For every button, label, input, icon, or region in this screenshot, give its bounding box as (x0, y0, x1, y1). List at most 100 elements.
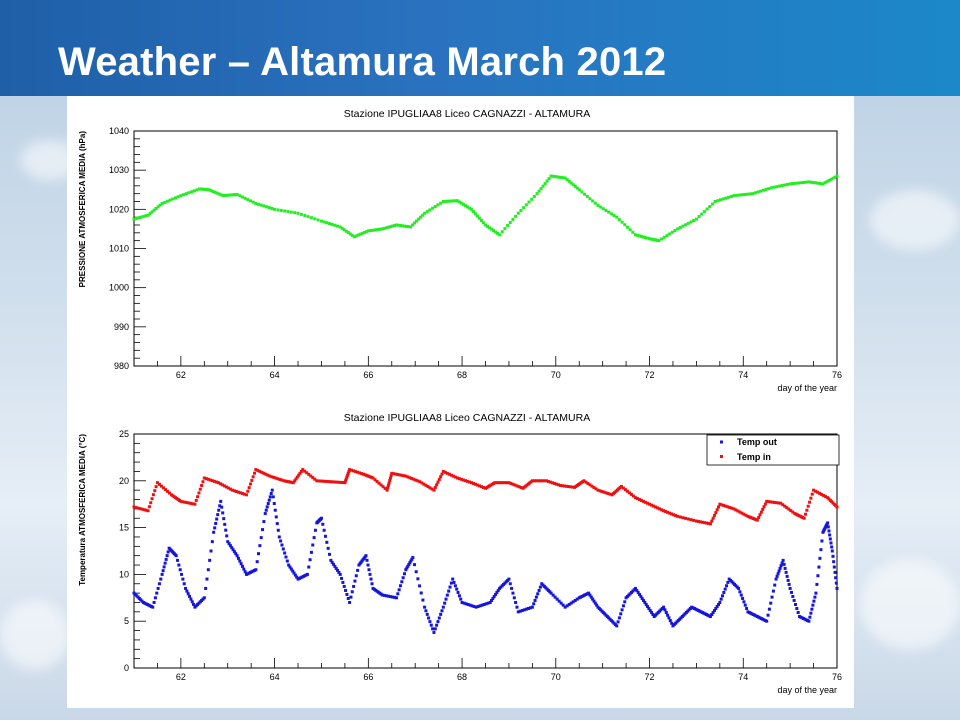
temp-out-point (380, 593, 384, 597)
pressure-point (388, 225, 392, 229)
temp-out-point (431, 627, 435, 631)
temp-out-point (494, 592, 498, 596)
x-tick-label: 70 (551, 370, 561, 380)
temp-in-point (420, 481, 424, 485)
temp-out-point (639, 594, 643, 598)
temp-out-point (642, 598, 646, 602)
temp-in-point (138, 507, 142, 511)
pressure-point (182, 193, 186, 197)
temp-out-point (356, 568, 360, 572)
temp-out-point (478, 604, 482, 608)
temp-in-point (704, 521, 708, 525)
temp-in-point (418, 480, 422, 484)
temp-out-point (462, 601, 466, 605)
temp-out-point (353, 579, 357, 583)
temp-in-point (728, 506, 732, 510)
temp-in-point (550, 481, 554, 485)
temp-in-point (266, 473, 270, 477)
temp-in-point (360, 472, 364, 476)
pressure-chart: Stazione IPUGLIAA8 Liceo CAGNAZZI - ALTA… (78, 108, 842, 393)
temp-in-point (134, 506, 138, 510)
temp-out-point (490, 598, 494, 602)
pressure-point (522, 206, 526, 210)
pressure-point (561, 176, 565, 180)
pressure-point (346, 231, 350, 235)
temp-in-point (189, 501, 193, 505)
temp-out-point (470, 604, 474, 608)
pressure-point (815, 181, 819, 185)
pressure-point (751, 192, 755, 196)
temp-out-point (161, 569, 165, 573)
temp-in-point (404, 474, 408, 478)
x-tick-label: 76 (832, 672, 842, 682)
pressure-point (467, 206, 471, 210)
pressure-point (721, 197, 725, 201)
temp-out-point (511, 591, 515, 595)
temp-out-point (488, 600, 492, 604)
temp-out-point (830, 549, 834, 553)
temp-out-point (400, 580, 404, 584)
temp-in-point (193, 502, 197, 506)
temp-in-point (449, 473, 453, 477)
temp-out-point (405, 566, 409, 570)
temp-out-point (388, 595, 392, 599)
plot-frame (133, 433, 838, 669)
temp-out-point (224, 528, 228, 532)
pressure-point (694, 217, 698, 221)
x-tick-label: 66 (363, 370, 373, 380)
temp-out-point (792, 598, 796, 602)
temp-in-point (165, 489, 169, 493)
pressure-point (457, 200, 461, 204)
temp-out-point (464, 602, 468, 606)
temp-out-point (266, 502, 270, 506)
temp-out-point (666, 613, 670, 617)
temp-out-point (307, 565, 311, 569)
temp-out-point (571, 600, 575, 604)
pressure-point (187, 191, 191, 195)
temp-in-point (352, 469, 356, 473)
pressure-point (176, 195, 180, 199)
temp-out-point (280, 543, 284, 547)
pressure-point (156, 205, 160, 209)
temp-in-point (346, 473, 350, 477)
temp-out-point (338, 572, 342, 576)
temp-out-point (230, 546, 234, 550)
pressure-point (160, 201, 164, 205)
temp-in-point (274, 476, 278, 480)
temp-in-point (674, 514, 678, 518)
temp-out-point (404, 568, 408, 572)
temp-in-point (441, 469, 445, 473)
pressure-point (455, 199, 459, 203)
pressure-point (477, 216, 481, 220)
temp-in-point (194, 498, 198, 502)
pressure-point (809, 180, 813, 184)
temp-in-point (714, 511, 718, 515)
temp-in-point (202, 476, 206, 480)
temp-in-point (437, 477, 441, 481)
temp-in-point (297, 473, 301, 477)
temp-out-point (445, 593, 449, 597)
temp-in-point (567, 485, 571, 489)
temp-out-point (832, 565, 836, 569)
temp-in-point (621, 486, 625, 490)
pressure-point (628, 228, 632, 232)
temp-in-point (144, 508, 148, 512)
temp-in-point (716, 505, 720, 509)
temp-out-point (739, 593, 743, 597)
pressure-point (537, 189, 541, 193)
pressure-point (217, 192, 221, 196)
temp-out-point (619, 612, 623, 616)
temp-in-point (712, 513, 716, 517)
temp-in-point (787, 507, 791, 511)
temp-out-point (644, 602, 648, 606)
temp-out-point (787, 582, 791, 586)
pressure-point (511, 217, 515, 221)
temp-in-point (400, 473, 404, 477)
temp-out-point (826, 525, 830, 529)
pressure-point (336, 224, 340, 228)
temp-in-point (481, 485, 485, 489)
temp-in-point (724, 504, 728, 508)
pressure-point (780, 184, 784, 188)
pressure-point (445, 199, 449, 203)
temp-out-point (190, 600, 194, 604)
